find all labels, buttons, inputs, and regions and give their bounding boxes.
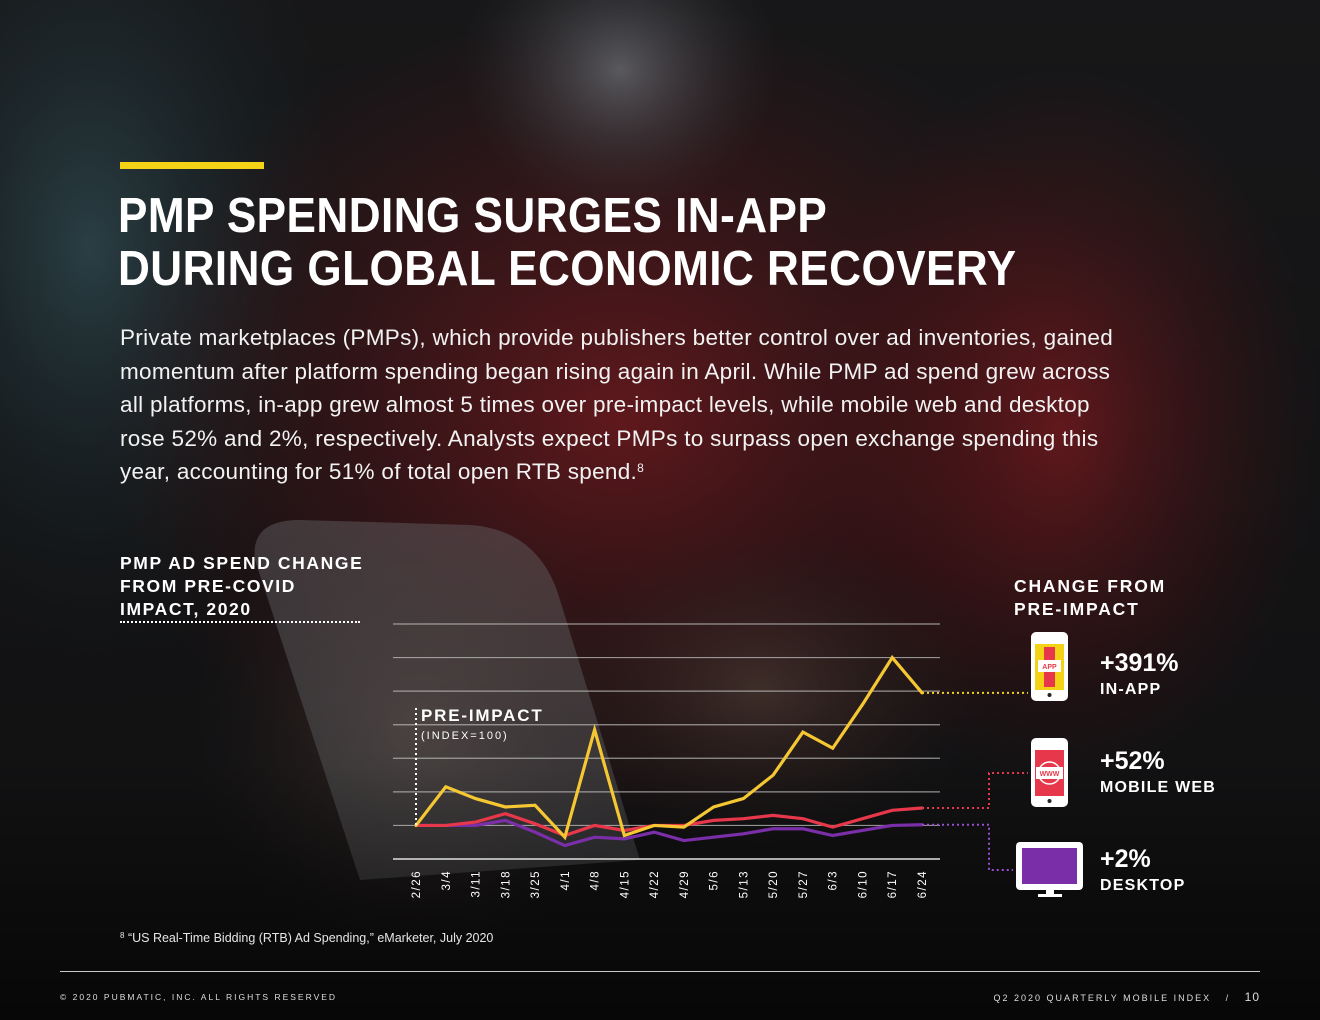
footnote-number: 8: [120, 931, 125, 940]
chart-title: PMP AD SPEND CHANGE FROM PRE-COVID IMPAC…: [120, 553, 364, 619]
phone-app-icon: APP: [1031, 632, 1068, 701]
series-line-desktop: [414, 818, 924, 848]
footnote-reference: 8: [637, 461, 645, 475]
x-tick-label: 2/26: [411, 870, 423, 898]
pre-impact-sublabel: (INDEX=100): [421, 730, 509, 742]
desktop-icon: [1016, 842, 1083, 897]
x-tick-label: 5/13: [738, 870, 750, 898]
in-app-change-value: +391%: [1100, 649, 1179, 677]
connector-mobile-web: [922, 772, 1028, 809]
x-tick-label: 5/27: [798, 870, 810, 898]
page-title-line-1: PMP SPENDING SURGES IN-APP: [118, 189, 828, 243]
publication-name: Q2 2020 QUARTERLY MOBILE INDEX: [993, 993, 1212, 1003]
phone-web-icon: WWW: [1031, 738, 1068, 807]
mobile-web-change-label: MOBILE WEB: [1100, 779, 1216, 796]
connector-desktop: [922, 823, 1013, 871]
x-tick-label: 3/4: [441, 870, 453, 891]
footer-publication: Q2 2020 QUARTERLY MOBILE INDEX / 10: [994, 990, 1260, 1004]
x-tick-label: 3/25: [530, 870, 542, 898]
x-tick-label: 3/11: [471, 870, 483, 898]
pre-impact-label: PRE-IMPACT: [421, 706, 544, 725]
copyright: © 2020 PUBMATIC, INC. ALL RIGHTS RESERVE…: [60, 992, 338, 1002]
desktop-change-label: DESKTOP: [1100, 877, 1185, 894]
x-tick-label: 6/17: [887, 870, 899, 898]
in-app-change-label: IN-APP: [1100, 681, 1161, 698]
series-lines: [414, 654, 924, 848]
pre-impact-annotation: PRE-IMPACT (INDEX=100): [415, 706, 544, 826]
footnote: 8 “US Real-Time Bidding (RTB) Ad Spendin…: [120, 931, 493, 945]
x-tick-label: 4/22: [649, 870, 661, 898]
x-tick-label: 4/1: [560, 870, 572, 891]
page-number: 10: [1244, 990, 1260, 1004]
series-line-in-app: [414, 654, 924, 841]
page-title: PMP SPENDING SURGES IN-APP DURING GLOBAL…: [118, 190, 1018, 296]
footer-separator: /: [1225, 993, 1231, 1003]
x-tick-label: 6/10: [857, 870, 869, 898]
x-tick-label: 3/18: [500, 870, 512, 898]
x-tick-label: 5/6: [709, 870, 721, 891]
footer-divider: [60, 971, 1260, 972]
desktop-change-value: +2%: [1100, 845, 1151, 873]
body-paragraph: Private marketplaces (PMPs), which provi…: [120, 321, 1130, 489]
mobile-web-change-value: +52%: [1100, 747, 1165, 775]
x-tick-label: 6/3: [828, 870, 840, 891]
accent-bar: [120, 162, 264, 169]
x-tick-label: 4/15: [619, 870, 631, 898]
change-title: CHANGE FROM PRE-IMPACT: [1014, 576, 1167, 619]
app-icon-text: APP: [1042, 664, 1057, 671]
footnote-text: “US Real-Time Bidding (RTB) Ad Spending,…: [127, 931, 494, 945]
web-icon-text: WWW: [1040, 771, 1060, 778]
chart-title-rule: [120, 621, 360, 623]
connector-lines: [922, 691, 1028, 871]
x-tick-label: 6/24: [917, 870, 929, 898]
x-tick-label: 4/29: [679, 870, 691, 898]
x-tick-label: 4/8: [590, 870, 602, 891]
body-text: Private marketplaces (PMPs), which provi…: [120, 325, 1114, 484]
x-tick-label: 5/20: [768, 870, 780, 898]
page-title-line-2: DURING GLOBAL ECONOMIC RECOVERY: [118, 242, 1017, 296]
x-tick-labels: 2/26 3/4 3/11 3/18 3/25 4/1 4/8 4/15 4/22 4/29 5/6…: [411, 870, 929, 898]
